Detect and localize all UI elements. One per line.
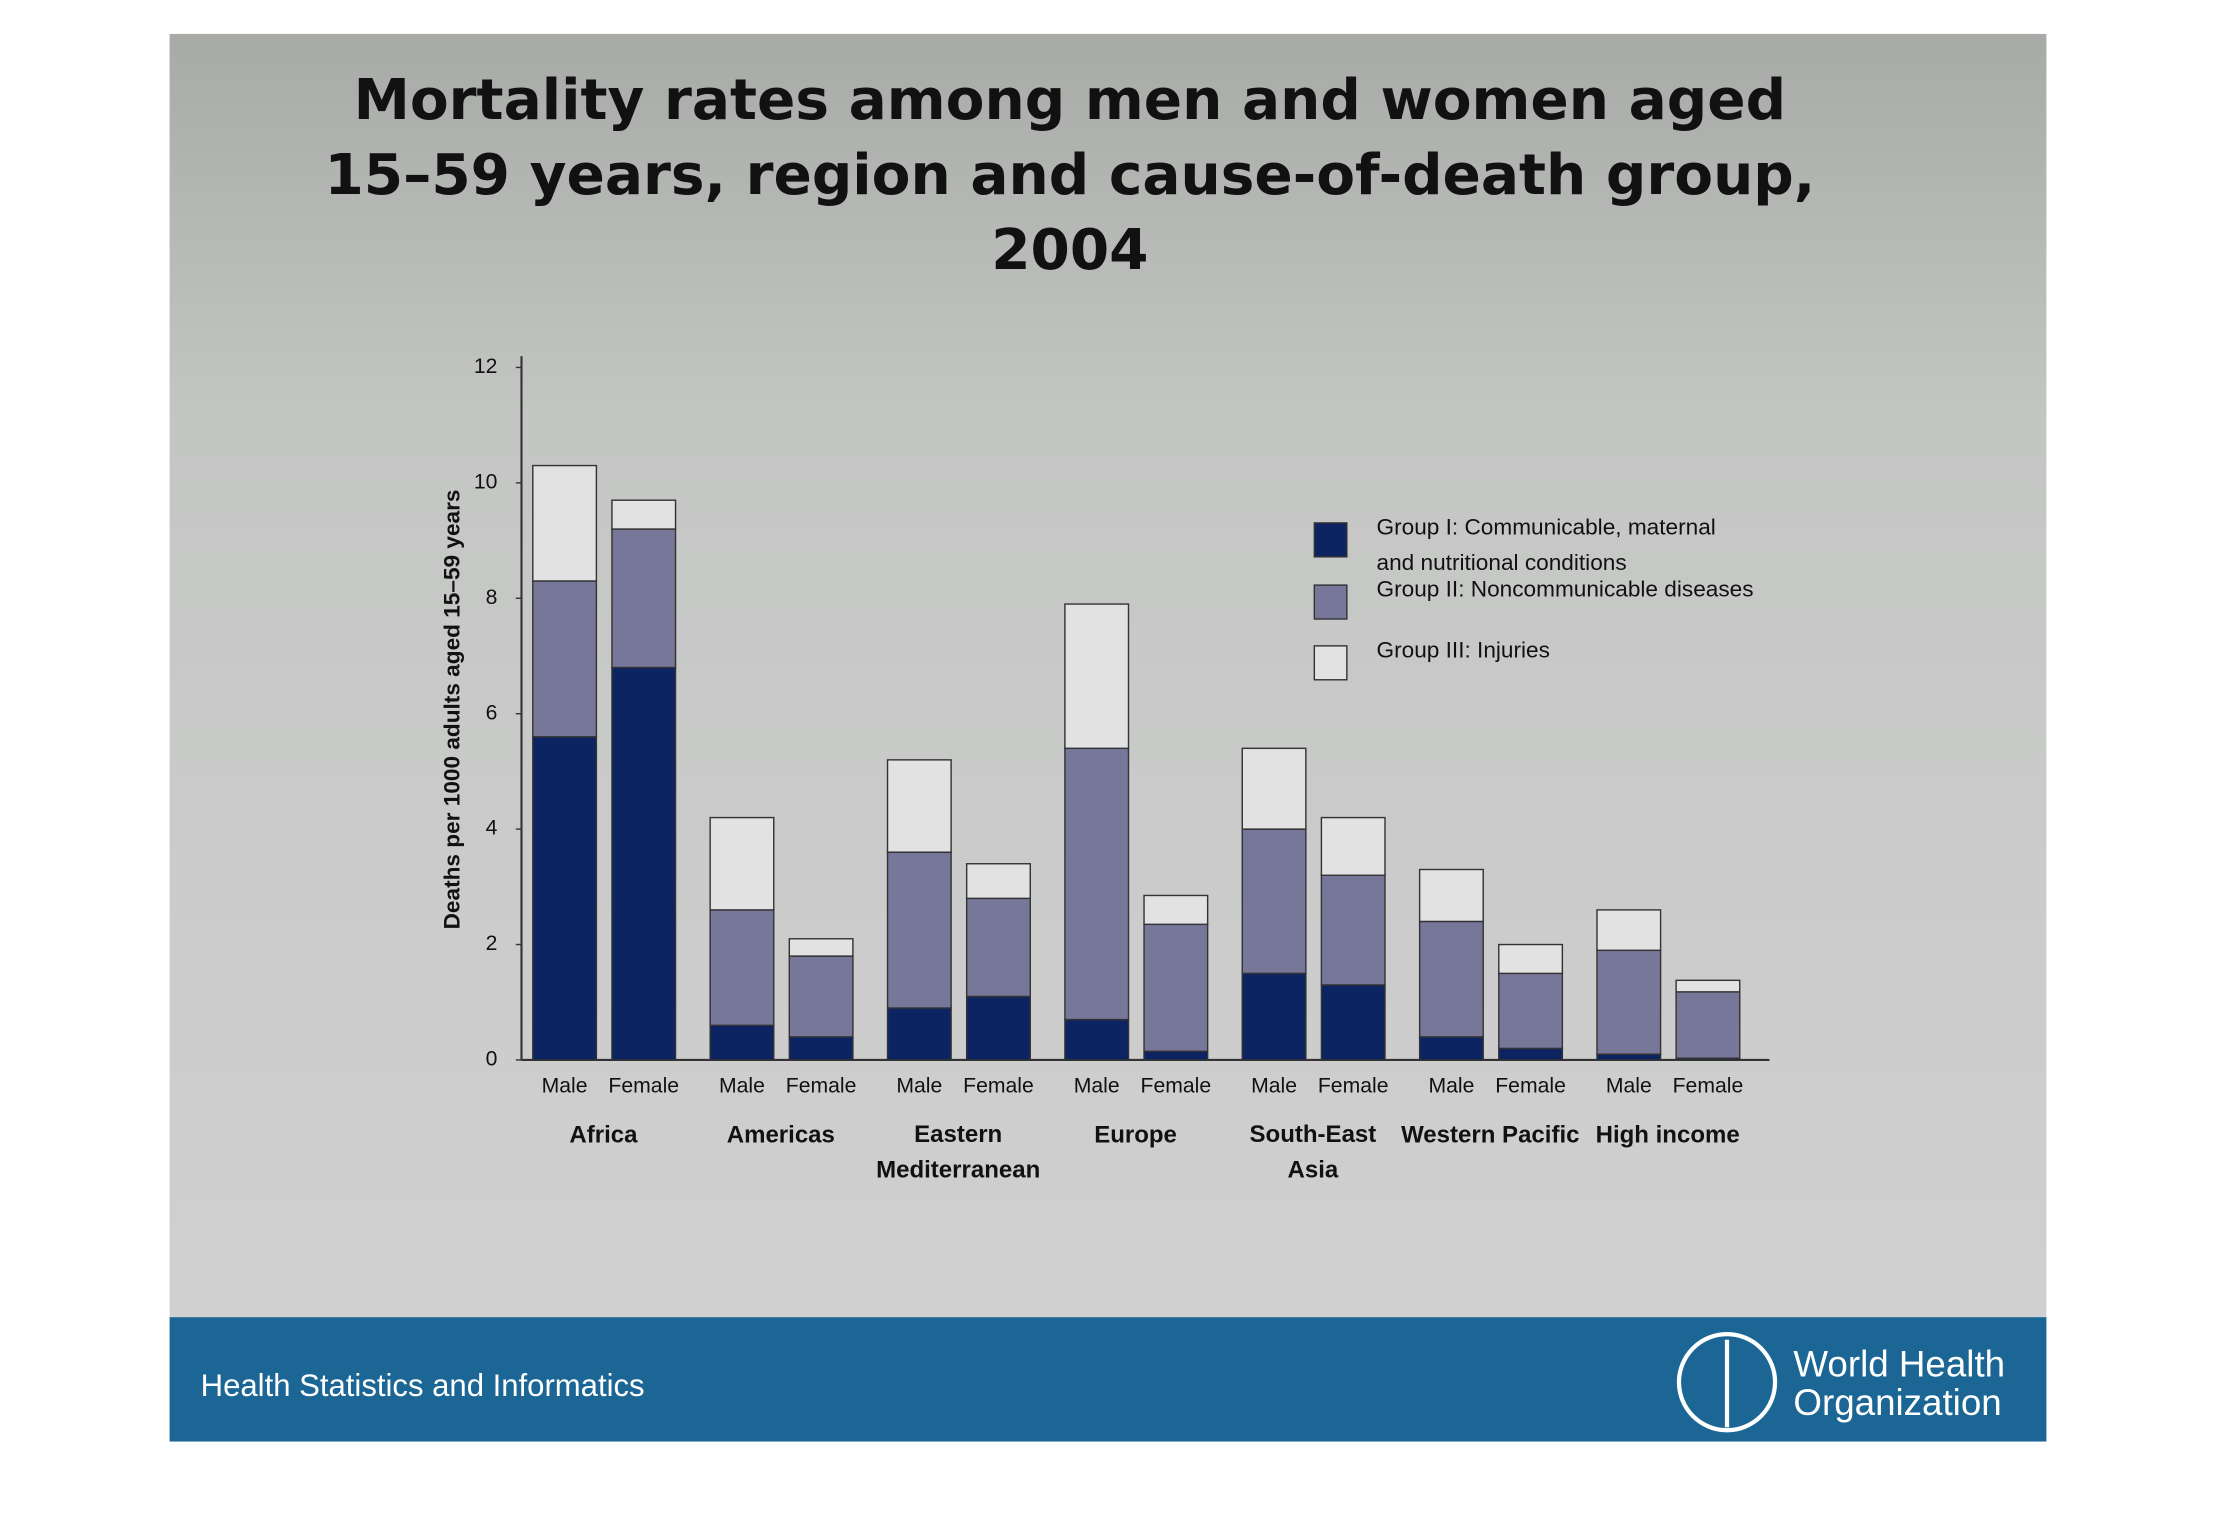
bar-segment (1320, 984, 1386, 1061)
legend-swatch (1313, 645, 1348, 681)
bar-segment (1241, 828, 1307, 975)
x-tick-label: Female (1141, 1074, 1212, 1097)
x-tick-label: Male (1428, 1074, 1474, 1097)
y-tick-label: 8 (486, 586, 498, 609)
bar-segment (1418, 920, 1484, 1038)
organization-name: World Health Organization (1793, 1343, 2005, 1422)
x-tick-label: Female (1495, 1074, 1566, 1097)
group-label: Europe (1094, 1122, 1177, 1149)
group-label: South-East Asia (1250, 1122, 1377, 1184)
bar-segment (611, 666, 677, 1061)
bar-segment (611, 499, 677, 530)
bar-segment (1418, 1036, 1484, 1061)
bar-segment (788, 938, 854, 957)
x-tick-label: Male (542, 1074, 588, 1097)
x-tick-label: Female (1673, 1074, 1744, 1097)
x-tick-label: Female (1318, 1074, 1389, 1097)
x-tick-label: Male (896, 1074, 942, 1097)
bar-segment (1143, 1050, 1209, 1061)
y-tick-label: 12 (474, 355, 498, 378)
bar-segment (1498, 943, 1564, 975)
y-tick-label: 6 (486, 701, 498, 724)
x-tick-label: Male (1074, 1074, 1120, 1097)
bar-segment (532, 580, 598, 738)
bar-segment (1596, 909, 1662, 952)
y-tick-label: 2 (486, 932, 498, 955)
bar-segment (1675, 979, 1741, 993)
who-emblem (1676, 1332, 1778, 1433)
x-tick-label: Male (1606, 1074, 1652, 1097)
bar-segment (709, 816, 775, 911)
bar-segment (1143, 923, 1209, 1052)
x-tick-label: Male (719, 1074, 765, 1097)
y-tick-label: 10 (474, 470, 498, 493)
chart-title: Mortality rates among men and women aged… (324, 68, 1815, 283)
footer-band (169, 1317, 2047, 1442)
bar-segment (1143, 894, 1209, 926)
bar-segment (709, 1024, 775, 1061)
footer-text: Health Statistics and Informatics (201, 1368, 645, 1403)
bar-segment (611, 528, 677, 669)
legend-swatch (1313, 584, 1348, 620)
group-label: Africa (569, 1122, 638, 1149)
bar-segment (1596, 1053, 1662, 1061)
bar-segment (1241, 972, 1307, 1061)
bar-segment (1320, 816, 1386, 876)
bar-segment (788, 1036, 854, 1061)
legend-label: Group III: Injuries (1377, 637, 1550, 662)
bar-segment (1241, 747, 1307, 830)
bar-segment (709, 909, 775, 1027)
bar-segment (532, 464, 598, 582)
legend-label: Group II: Noncommunicable diseases (1377, 577, 1754, 602)
group-label: High income (1596, 1122, 1740, 1149)
x-tick-label: Female (963, 1074, 1034, 1097)
bar-segment (1418, 868, 1484, 923)
legend-label: Group I: Communicable, maternal and nutri… (1377, 515, 1716, 575)
bar-segment (1498, 972, 1564, 1050)
y-axis-label: Deaths per 1000 adults aged 15–59 years (440, 490, 465, 930)
x-tick-label: Female (786, 1074, 857, 1097)
bar-segment (532, 736, 598, 1061)
group-label: Western Pacific (1401, 1122, 1579, 1149)
bar-segment (965, 995, 1031, 1061)
bar-segment (1596, 949, 1662, 1055)
bar-segment (1320, 874, 1386, 986)
legend-swatch (1313, 522, 1348, 558)
bar-segment (965, 863, 1031, 900)
bar-segment (1064, 1018, 1130, 1061)
bar-segment (1498, 1047, 1564, 1061)
bar-segment (886, 1007, 952, 1061)
bar-segment (886, 851, 952, 1009)
x-tick-label: Male (1251, 1074, 1297, 1097)
group-label: Eastern Mediterranean (876, 1122, 1040, 1184)
y-tick-label: 0 (486, 1048, 498, 1071)
group-label: Americas (727, 1122, 835, 1149)
x-tick-label: Female (608, 1074, 679, 1097)
bar-segment (1064, 747, 1130, 1021)
bar-segment (788, 955, 854, 1038)
bar-segment (965, 897, 1031, 998)
bar-segment (1064, 603, 1130, 750)
bar-segment (1675, 991, 1741, 1059)
y-tick-label: 4 (486, 817, 498, 840)
bar-segment (886, 759, 952, 853)
